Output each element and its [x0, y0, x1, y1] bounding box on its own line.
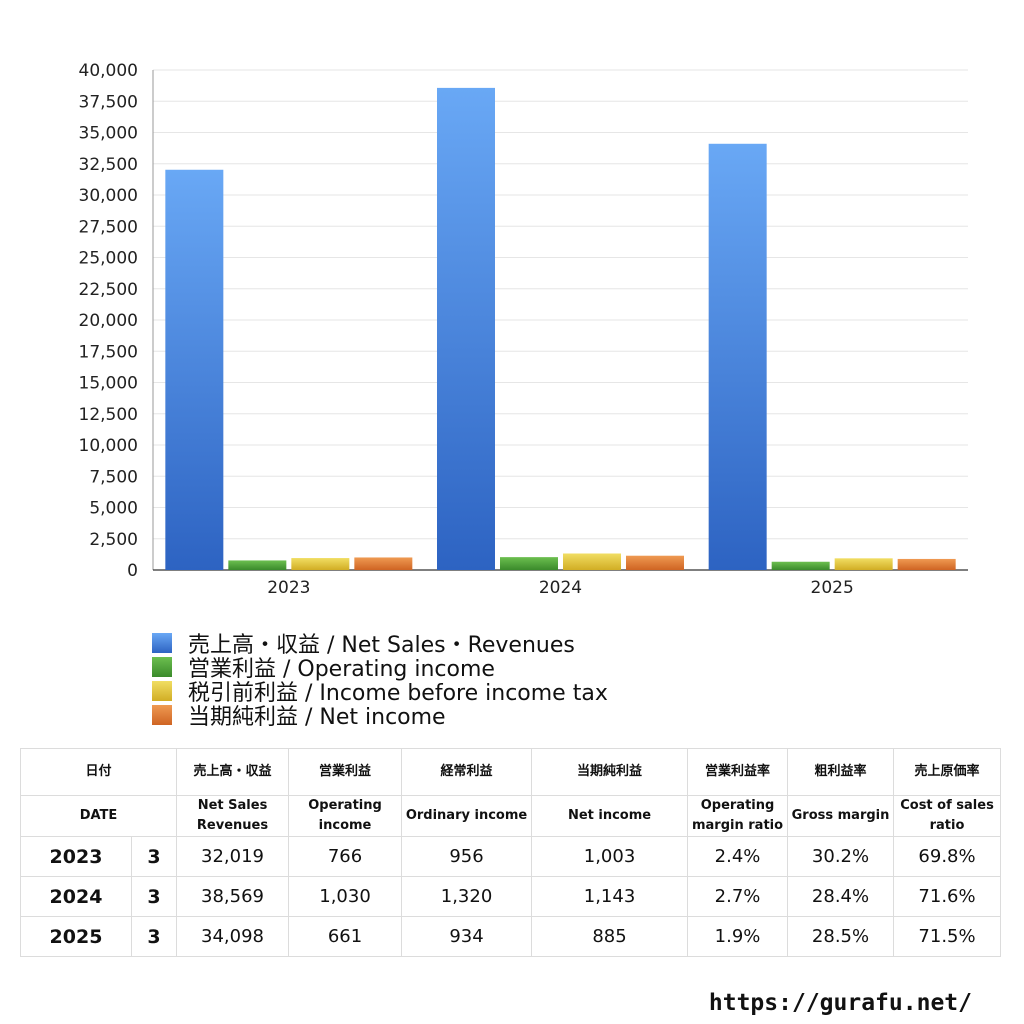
row-sales: 32,019 — [176, 836, 290, 877]
legend-swatch — [152, 705, 172, 725]
bar-net-income-2023 — [354, 557, 413, 570]
legend-label: 売上高・収益 / Net Sales・Revenues — [188, 633, 575, 658]
row-net: 885 — [531, 916, 689, 957]
bar-income-before-tax-2024 — [563, 553, 621, 570]
row-cost-ratio: 71.6% — [893, 876, 1002, 917]
header-date-jp: 日付 — [19, 748, 178, 796]
y-tick-label: 30,000 — [79, 186, 138, 206]
bar-operating-income-2024 — [500, 557, 558, 570]
row-ordinary: 1,320 — [401, 876, 533, 917]
row-net: 1,143 — [531, 876, 689, 917]
table-row: 2023 3 32,019 766 956 1,003 2.4% 30.2% 6… — [20, 836, 1002, 877]
y-tick-label: 0 — [127, 561, 138, 581]
legend-swatch — [152, 657, 172, 677]
bar-net-sales-2023 — [165, 169, 224, 570]
row-net: 1,003 — [531, 836, 689, 877]
legend-label: 税引前利益 / Income before income tax — [188, 681, 608, 706]
y-tick-label: 40,000 — [79, 61, 138, 81]
y-tick-label: 12,500 — [79, 405, 138, 425]
header-operating-jp: 営業利益 — [288, 748, 403, 796]
legend-swatch — [152, 633, 172, 653]
row-month: 3 — [130, 916, 178, 957]
row-cost-ratio: 69.8% — [893, 836, 1002, 877]
legend-swatch — [152, 681, 172, 701]
footer-url[interactable]: https://gurafu.net/ — [708, 990, 972, 1016]
row-op-margin: 2.7% — [687, 876, 789, 917]
row-cost-ratio: 71.5% — [893, 916, 1002, 957]
row-sales: 38,569 — [176, 876, 290, 917]
bar-chart: 0 2,500 5,000 7,500 10,000 12,500 15,000 17,500… — [79, 61, 968, 598]
header-gross-margin-jp: 粗利益率 — [787, 748, 895, 796]
y-tick-label: 2,500 — [89, 530, 138, 550]
x-tick-label: 2025 — [811, 578, 854, 598]
y-tick-label: 35,000 — [79, 124, 138, 144]
header-date-en: DATE — [19, 795, 178, 837]
y-tick-label: 22,500 — [79, 280, 138, 300]
header-op-margin-jp: 営業利益率 — [687, 748, 789, 796]
bar-net-income-2025 — [897, 558, 956, 570]
y-tick-label: 27,500 — [79, 217, 138, 237]
header-net-jp: 当期純利益 — [531, 748, 689, 796]
row-gross-margin: 28.4% — [787, 876, 895, 917]
y-tick-label: 5,000 — [89, 499, 138, 519]
bar-operating-income-2025 — [771, 561, 830, 570]
x-tick-label: 2024 — [539, 578, 582, 598]
row-year: 2025 — [20, 916, 132, 957]
header-sales-jp: 売上高・収益 — [176, 748, 290, 796]
row-operating: 661 — [288, 916, 403, 957]
row-operating: 1,030 — [288, 876, 403, 917]
row-op-margin: 2.4% — [687, 836, 789, 877]
legend-label: 営業利益 / Operating income — [188, 657, 495, 682]
legend-item-net-income: 当期純利益 / Net income — [152, 703, 608, 730]
bar-net-income-2024 — [626, 555, 684, 570]
header-gross-margin-en: Gross margin — [787, 795, 895, 837]
row-month: 3 — [130, 876, 178, 917]
bar-income-before-tax-2025 — [834, 558, 893, 570]
y-tick-label: 10,000 — [79, 436, 138, 456]
row-month: 3 — [130, 836, 178, 877]
row-operating: 766 — [288, 836, 403, 877]
bar-operating-income-2023 — [228, 560, 287, 570]
legend-label: 当期純利益 / Net income — [188, 705, 446, 730]
table-header-en: DATE Net Sales Revenues Operating income… — [19, 795, 1002, 837]
row-ordinary: 956 — [401, 836, 533, 877]
table-row: 2025 3 34,098 661 934 885 1.9% 28.5% 71.… — [20, 916, 1002, 957]
header-ordinary-en: Ordinary income — [401, 795, 533, 837]
header-cost-ratio-jp: 売上原価率 — [893, 748, 1002, 796]
header-op-margin-en: Operating margin ratio — [687, 795, 789, 837]
row-sales: 34,098 — [176, 916, 290, 957]
header-net-en: Net income — [531, 795, 689, 837]
x-tick-label: 2023 — [267, 578, 310, 598]
y-tick-label: 32,500 — [79, 155, 138, 175]
row-op-margin: 1.9% — [687, 916, 789, 957]
header-cost-ratio-en: Cost of sales ratio — [893, 795, 1002, 837]
y-tick-label: 20,000 — [79, 311, 138, 331]
legend-item-income-before-tax: 税引前利益 / Income before income tax — [152, 679, 608, 706]
legend-item-operating-income: 営業利益 / Operating income — [152, 655, 608, 682]
y-tick-label: 25,000 — [79, 249, 138, 269]
header-sales-en: Net Sales Revenues — [176, 795, 290, 837]
y-tick-label: 7,500 — [89, 467, 138, 487]
header-operating-en: Operating income — [288, 795, 403, 837]
y-tick-label: 37,500 — [79, 92, 138, 112]
bar-net-sales-2024 — [437, 87, 495, 570]
bar-income-before-tax-2023 — [291, 558, 350, 570]
row-year: 2023 — [20, 836, 132, 877]
row-ordinary: 934 — [401, 916, 533, 957]
row-gross-margin: 28.5% — [787, 916, 895, 957]
y-tick-label: 15,000 — [79, 374, 138, 394]
bar-net-sales-2025 — [708, 143, 767, 570]
table-row: 2024 3 38,569 1,030 1,320 1,143 2.7% 28.… — [20, 876, 1002, 917]
row-year: 2024 — [20, 876, 132, 917]
financial-table: 日付 売上高・収益 営業利益 経常利益 当期純利益 営業利益率 粗利益率 売上原… — [19, 748, 1002, 957]
table-header-jp: 日付 売上高・収益 営業利益 経常利益 当期純利益 営業利益率 粗利益率 売上原… — [19, 748, 1002, 796]
header-ordinary-jp: 経常利益 — [401, 748, 533, 796]
y-tick-label: 17,500 — [79, 342, 138, 362]
row-gross-margin: 30.2% — [787, 836, 895, 877]
legend-item-net-sales: 売上高・収益 / Net Sales・Revenues — [152, 631, 608, 658]
legend: 売上高・収益 / Net Sales・Revenues 営業利益 / Opera… — [152, 631, 608, 730]
